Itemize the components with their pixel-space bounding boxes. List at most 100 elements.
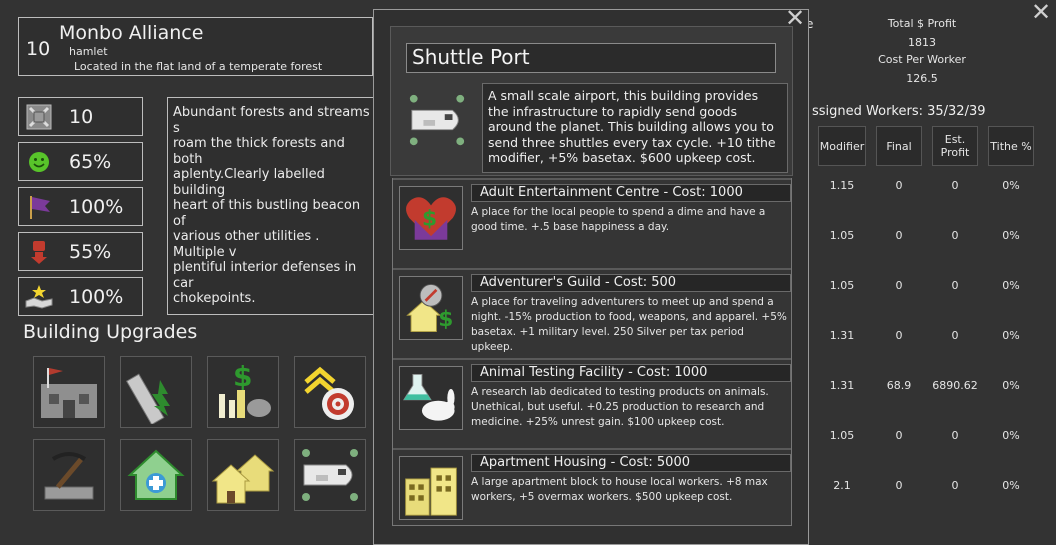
table-cell: 1.31 — [829, 379, 855, 392]
upgrade-mine[interactable] — [33, 439, 105, 511]
settlement-description: Abundant forests and streams s roam the … — [167, 97, 377, 315]
stat-value: 55% — [69, 240, 112, 263]
table-cell: 0% — [1002, 179, 1020, 192]
upgrade-lumber-mill[interactable] — [120, 356, 192, 428]
column-est-profit[interactable]: Est. Profit — [932, 126, 978, 166]
svg-text:$: $ — [438, 307, 453, 332]
building-picker-dialog: Shuttle Port A small scale airport, this… — [373, 9, 809, 545]
column-final[interactable]: Final — [876, 126, 922, 166]
table-cell: 2.1 — [833, 479, 851, 492]
table-cell: 0 — [895, 229, 903, 242]
building-text: A large apartment block to house local w… — [471, 476, 768, 503]
market-money-icon: $ — [219, 360, 271, 418]
edge-text: e — [806, 17, 814, 31]
military-shield-icon — [23, 101, 55, 133]
column-tithe[interactable]: Tithe % — [988, 126, 1034, 166]
settlement-header: 10 Monbo Alliance hamlet Located in the … — [18, 17, 373, 76]
stat-value: 100% — [69, 195, 124, 218]
column-modifier[interactable]: Modifier — [818, 126, 866, 166]
upgrade-hospital[interactable] — [120, 439, 192, 511]
building-title: Animal Testing Facility - Cost: 1000 — [471, 364, 791, 382]
stat-value: 100% — [69, 285, 124, 308]
stat-military: 10 — [18, 97, 143, 136]
table-cell: 0 — [895, 479, 903, 492]
building-title: Adventurer's Guild - Cost: 500 — [471, 274, 791, 292]
compass-guild-icon: $ — [399, 276, 463, 340]
table-cell: 0% — [1002, 279, 1020, 292]
table-cell: 0% — [1002, 229, 1020, 242]
mine-pickaxe-icon — [44, 452, 94, 500]
stat-loyalty: 100% — [18, 187, 143, 226]
assigned-workers: ssigned Workers: 35/32/39 — [812, 104, 986, 119]
town-hall-flag-icon — [41, 368, 97, 418]
list-item[interactable]: $ Adventurer's Guild - Cost: 500 A place… — [393, 268, 791, 358]
table-cell: 1.05 — [829, 279, 855, 292]
heart-money-icon: $ — [399, 186, 463, 250]
total-profit-label: Total $ Profit — [887, 17, 957, 30]
unrest-fist-icon — [23, 236, 55, 268]
stat-unrest: 55% — [18, 232, 143, 271]
building-list[interactable]: $ Adult Entertainment Centre - Cost: 100… — [392, 178, 792, 526]
table-cell: 0% — [1002, 379, 1020, 392]
cooperation-handshake-icon — [23, 281, 55, 313]
table-cell: 0 — [895, 179, 903, 192]
table-cell: 0% — [1002, 329, 1020, 342]
list-item[interactable]: Apartment Housing - Cost: 5000 A large a… — [393, 448, 791, 525]
upgrade-town-hall[interactable] — [33, 356, 105, 428]
settlement-level: 10 — [26, 38, 51, 60]
settlement-name: Monbo Alliance — [59, 22, 204, 44]
housing-houses-icon — [211, 454, 275, 504]
svg-text:$: $ — [422, 206, 437, 231]
table-cell: 0 — [951, 329, 959, 342]
list-item[interactable]: $ Adult Entertainment Centre - Cost: 100… — [393, 178, 791, 268]
cost-per-worker-label: Cost Per Worker — [878, 53, 966, 66]
lumber-saw-icon — [125, 373, 170, 424]
total-profit-value: 1813 — [908, 36, 936, 49]
shuttle-icon — [406, 85, 468, 155]
upgrade-market[interactable]: $ — [207, 356, 279, 428]
table-cell: 0% — [1002, 479, 1020, 492]
table-cell: 1.05 — [829, 229, 855, 242]
table-cell: 0 — [951, 179, 959, 192]
table-cell: 0 — [951, 229, 959, 242]
table-cell: 68.9 — [886, 379, 912, 392]
loyalty-flag-icon — [23, 191, 55, 223]
table-cell: 1.05 — [829, 429, 855, 442]
building-title: Adult Entertainment Centre - Cost: 1000 — [471, 184, 791, 202]
apartment-buildings-icon — [399, 456, 463, 520]
table-cell: 0% — [1002, 429, 1020, 442]
table-cell: 0 — [895, 429, 903, 442]
building-upgrades-title: Building Upgrades — [23, 321, 198, 343]
table-cell: 0 — [951, 429, 959, 442]
table-cell: 0 — [951, 479, 959, 492]
building-text: A research lab dedicated to testing prod… — [471, 386, 769, 428]
happiness-smiley-icon — [23, 146, 55, 178]
training-target-icon — [304, 366, 354, 420]
selected-building-title: Shuttle Port — [406, 43, 776, 73]
close-window-button[interactable]: ✕ — [1030, 0, 1052, 26]
selected-building-panel: Shuttle Port A small scale airport, this… — [390, 26, 793, 176]
list-item[interactable]: Animal Testing Facility - Cost: 1000 A r… — [393, 358, 791, 448]
flask-rabbit-icon — [399, 366, 463, 430]
stat-cooperation: 100% — [18, 277, 143, 316]
cost-per-worker-value: 126.5 — [906, 72, 938, 85]
table-cell: 6890.62 — [932, 379, 978, 392]
svg-text:$: $ — [233, 360, 252, 393]
table-cell: 0 — [895, 279, 903, 292]
stat-happiness: 65% — [18, 142, 143, 181]
building-text: A place for traveling adventurers to mee… — [471, 296, 787, 353]
settlement-type: hamlet — [69, 45, 108, 58]
stat-value: 10 — [69, 105, 94, 128]
settlement-location: Located in the flat land of a temperate … — [74, 60, 323, 73]
table-cell: 0 — [951, 279, 959, 292]
upgrade-training-grounds[interactable] — [294, 356, 366, 428]
close-dialog-button[interactable]: ✕ — [784, 4, 806, 32]
upgrade-housing[interactable] — [207, 439, 279, 511]
table-cell: 1.31 — [829, 329, 855, 342]
stat-value: 65% — [69, 150, 112, 173]
shuttle-icon — [302, 449, 358, 501]
building-title: Apartment Housing - Cost: 5000 — [471, 454, 791, 472]
hospital-house-icon — [127, 449, 185, 500]
selected-building-description: A small scale airport, this building pro… — [482, 83, 788, 173]
upgrade-shuttle-port[interactable] — [294, 439, 366, 511]
